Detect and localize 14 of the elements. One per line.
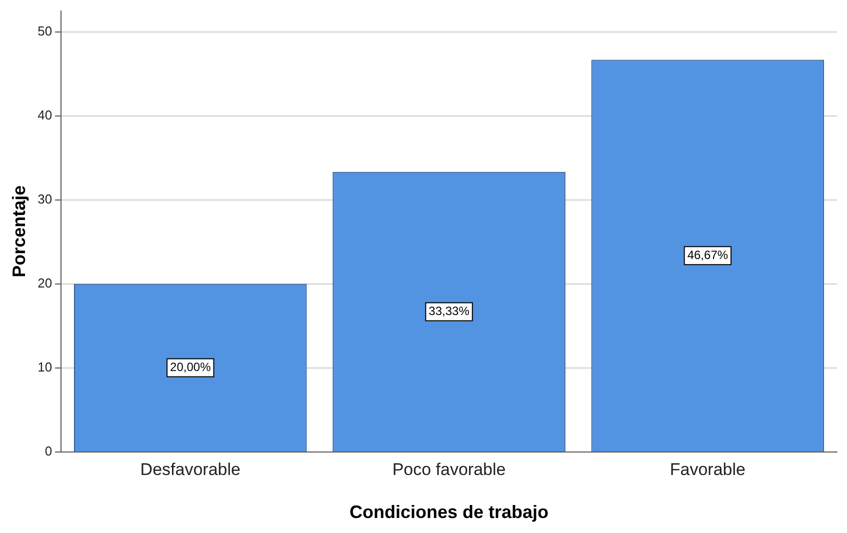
x-tick-label: Desfavorable — [140, 460, 240, 479]
y-tick-label: 20 — [38, 276, 52, 290]
data-label: 20,00% — [170, 360, 212, 374]
y-axis-title: Porcentaje — [8, 185, 29, 278]
y-tick-label: 10 — [38, 360, 52, 375]
y-tick-label: 30 — [38, 191, 52, 206]
x-tick-label: Favorable — [670, 460, 746, 479]
y-tick-label: 40 — [38, 107, 52, 122]
data-label: 33,33% — [428, 304, 470, 318]
x-axis-title: Condiciones de trabajo — [350, 502, 549, 522]
x-tick-label: Poco favorable — [392, 460, 506, 479]
y-tick-label: 0 — [44, 444, 52, 459]
y-tick-label: 50 — [38, 23, 52, 38]
data-label: 46,67% — [687, 248, 728, 262]
